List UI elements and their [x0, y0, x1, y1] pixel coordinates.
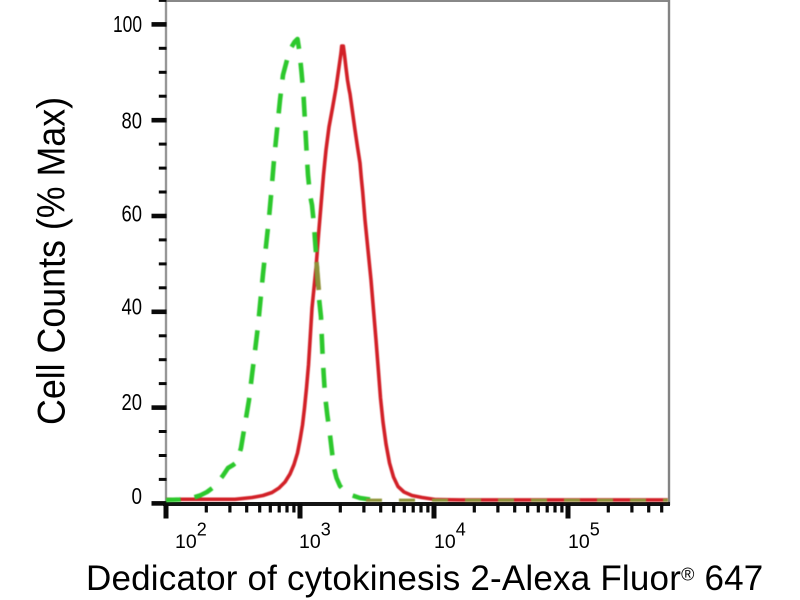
- svg-text:60: 60: [122, 201, 143, 227]
- svg-text:103: 103: [299, 520, 331, 554]
- svg-text:0: 0: [132, 483, 143, 509]
- svg-text:20: 20: [122, 389, 143, 415]
- svg-text:40: 40: [122, 294, 143, 320]
- svg-text:Dedicator of cytokinesis 2-Ale: Dedicator of cytokinesis 2-Alexa Fluor® …: [86, 559, 763, 598]
- svg-text:Cell Counts (% Max): Cell Counts (% Max): [31, 97, 74, 425]
- svg-text:105: 105: [568, 520, 600, 554]
- svg-text:80: 80: [122, 108, 143, 134]
- svg-text:104: 104: [434, 520, 466, 554]
- svg-text:102: 102: [175, 520, 207, 554]
- svg-text:100: 100: [113, 11, 142, 37]
